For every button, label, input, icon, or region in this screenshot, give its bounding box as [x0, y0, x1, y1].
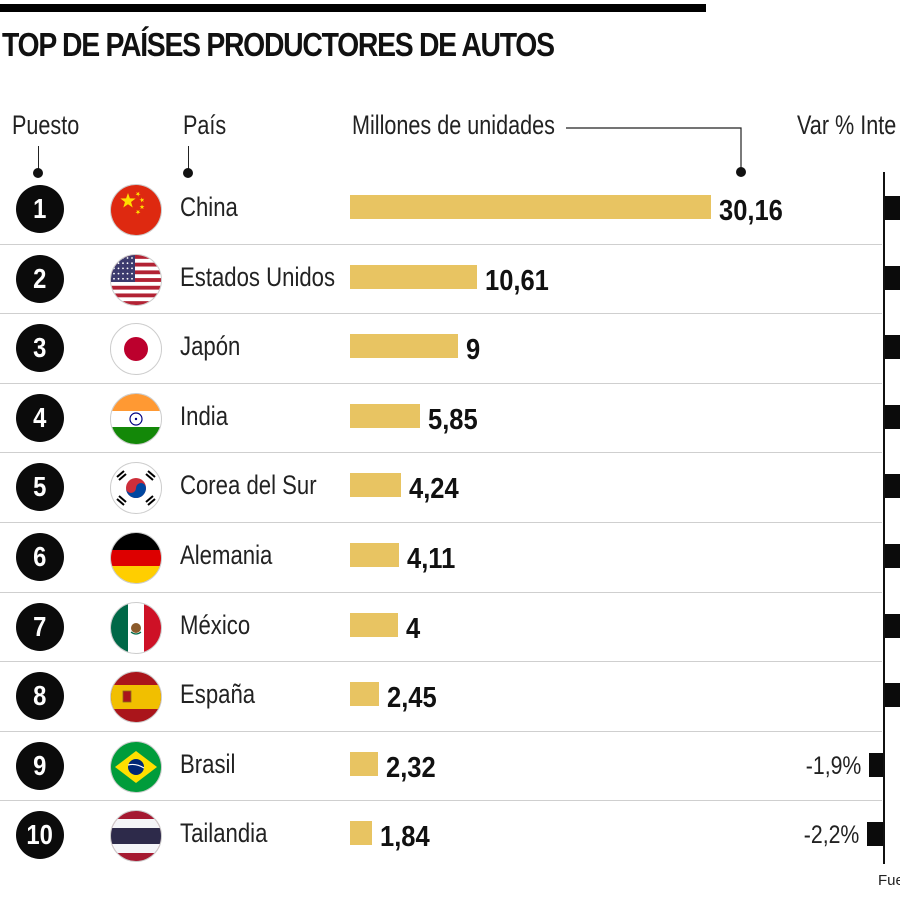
row-separator — [0, 452, 882, 454]
variation-header: Var % Inte — [797, 110, 897, 140]
source-label: Fue — [878, 872, 900, 889]
rank-number: 4 — [33, 401, 47, 433]
row-separator — [0, 591, 882, 593]
chart-title: TOP DE PAÍSES PRODUCTORES DE AUTOS — [2, 26, 555, 63]
flag-brazil-icon — [110, 740, 162, 793]
country-label: Japón — [180, 331, 241, 362]
country-label: Corea del Sur — [180, 470, 317, 501]
country-label: India — [180, 400, 229, 431]
flag-mexico-icon — [110, 601, 162, 654]
country-label: México — [180, 609, 251, 640]
production-bar — [350, 195, 711, 219]
rank-badge: 1 — [16, 185, 64, 233]
country-header-leader-line — [188, 146, 189, 172]
row-separator — [0, 382, 882, 384]
variation-bar — [869, 752, 883, 777]
rank-badge: 4 — [16, 393, 64, 442]
production-bar — [350, 473, 401, 498]
rank-badge: 7 — [16, 602, 64, 651]
variation-bar — [866, 822, 883, 847]
row-separator — [0, 800, 882, 802]
variation-bar — [885, 613, 900, 638]
variation-value-label: -1,9% — [805, 751, 862, 780]
rank-number: 10 — [26, 819, 54, 851]
production-bar — [350, 751, 378, 776]
country-label: Tailandia — [180, 818, 268, 849]
units-header-dot — [736, 167, 746, 177]
rank-number: 6 — [33, 541, 47, 572]
variation-bar — [885, 683, 900, 708]
production-value-label: 10,61 — [484, 264, 549, 297]
variation-bar — [885, 474, 900, 499]
row-separator — [0, 313, 882, 315]
production-value-label: 4,11 — [407, 543, 456, 575]
variation-value-label: -2,2% — [803, 821, 859, 850]
rank-number: 5 — [33, 471, 47, 503]
rank-badge: 6 — [16, 533, 64, 581]
production-value-label: 2,45 — [387, 682, 437, 715]
units-header: Millones de unidades — [352, 110, 555, 140]
row-separator — [0, 730, 882, 732]
flag-germany-icon — [110, 532, 162, 584]
variation-bar — [885, 544, 900, 568]
country-label: Alemania — [180, 540, 273, 570]
flag-japan-icon — [110, 323, 162, 376]
flag-south-korea-icon — [110, 462, 162, 515]
production-bar — [350, 543, 400, 567]
rank-header: Puesto — [12, 110, 80, 140]
rank-number: 9 — [33, 749, 47, 781]
rank-badge: 3 — [16, 324, 64, 373]
rank-number: 8 — [33, 680, 47, 712]
flag-spain-icon — [110, 671, 162, 724]
production-value-label: 9 — [465, 334, 480, 367]
production-bar — [350, 334, 458, 359]
country-label: Estados Unidos — [180, 261, 336, 292]
production-bar — [350, 403, 421, 428]
rank-number: 2 — [33, 262, 47, 294]
title-top-rule — [0, 4, 706, 12]
row-separator — [0, 522, 882, 523]
flag-thailand-icon — [110, 810, 162, 863]
production-value-label: 30,16 — [719, 195, 783, 227]
row-separator — [0, 243, 882, 245]
flag-india-icon — [110, 392, 162, 445]
country-label: Brasil — [180, 748, 236, 779]
production-bar — [350, 682, 380, 707]
production-value-label: 4 — [405, 612, 421, 645]
row-separator — [0, 661, 882, 663]
rank-header-leader-line — [38, 146, 39, 172]
production-bar — [350, 821, 373, 846]
country-label: China — [180, 192, 238, 222]
rank-badge: 10 — [16, 811, 64, 860]
units-header-leader-line — [566, 127, 742, 168]
variation-bar — [885, 265, 900, 290]
flag-china-icon — [110, 184, 162, 236]
rank-badge: 9 — [16, 741, 64, 790]
rank-badge: 8 — [16, 672, 64, 721]
rank-badge: 2 — [16, 254, 64, 303]
variation-bar — [885, 404, 900, 429]
rank-header-dot — [33, 168, 43, 178]
variation-axis-line — [883, 172, 885, 864]
rank-number: 1 — [33, 193, 47, 224]
variation-bar — [885, 335, 900, 360]
production-bar — [350, 264, 477, 289]
flag-usa-icon — [110, 253, 162, 306]
rank-number: 3 — [33, 332, 47, 364]
rank-badge: 5 — [16, 463, 64, 512]
country-header-dot — [183, 168, 193, 178]
production-value-label: 2,32 — [385, 751, 436, 784]
country-header: País — [183, 110, 227, 140]
variation-bar — [885, 196, 900, 220]
country-label: España — [180, 679, 256, 710]
production-bar — [350, 612, 398, 637]
production-value-label: 4,24 — [408, 473, 459, 506]
production-value-label: 1,84 — [380, 821, 430, 854]
rank-number: 7 — [33, 610, 47, 642]
production-value-label: 5,85 — [428, 403, 478, 436]
